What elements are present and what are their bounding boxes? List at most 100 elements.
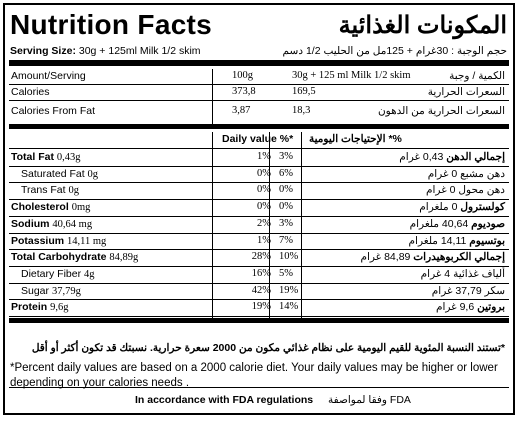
nutrition-label: Nutrition Facts المكونات الغذائية Servin… bbox=[3, 3, 515, 415]
nutrient-amount-english: 4g bbox=[84, 268, 95, 280]
nutrient-row: Sodium 40,64 mg 2% 3% صوديوم 40,64 ملغرام bbox=[9, 217, 509, 231]
nutrient-row: Saturated Fat 0g 0% 6% دهن مشبع 0 غرام bbox=[9, 167, 509, 181]
nutrient-name-arabic: إجمالي الدهن 0,43 غرام bbox=[399, 151, 505, 163]
daily-value-label-english: Daily value %* bbox=[222, 133, 294, 145]
daily-value-serving: 14% bbox=[279, 301, 299, 313]
amount-label-english: Amount/Serving bbox=[11, 70, 86, 82]
nutrient-amount-english: 37,79g bbox=[51, 285, 81, 297]
calories-fat-row: Calories From Fat 3,87 18,3 السعرات الحر… bbox=[9, 102, 509, 120]
calories-fat-serving: 18,3 bbox=[292, 105, 311, 116]
rule bbox=[9, 84, 509, 85]
nutrient-name-arabic: دهن مشبع 0 غرام bbox=[428, 168, 505, 180]
nutrient-row: Protein 9,6g 19% 14% بروتين 9,6 غرام bbox=[9, 300, 509, 314]
daily-value-100g: 0% bbox=[257, 184, 271, 196]
nutrient-label-arabic: دهن محول bbox=[458, 184, 505, 197]
nutrient-amount-arabic: 4 غرام bbox=[420, 267, 451, 280]
column-divider bbox=[269, 132, 270, 318]
nutrient-amount-english: 14,11 mg bbox=[67, 235, 107, 247]
nutrient-label-english: Trans Fat bbox=[21, 184, 66, 197]
nutrient-label-arabic: ألياف غذائية bbox=[453, 267, 505, 280]
rule bbox=[9, 165, 509, 167]
column-divider bbox=[212, 132, 213, 318]
nutrient-name-english: Sodium 40,64 mg bbox=[11, 218, 92, 230]
thick-rule-bottom bbox=[9, 318, 509, 323]
nutrient-label-arabic: إجمالي الدهن bbox=[446, 151, 505, 163]
nutrient-row: Total Carbohydrate 84,89g 28% 10% إجمالي ال… bbox=[9, 250, 509, 264]
nutrient-row: Potassium 14,11 mg 1% 7% بوتسيوم 14,11 ملغر… bbox=[9, 234, 509, 248]
daily-value-serving: 0% bbox=[279, 184, 293, 196]
daily-value-serving: 7% bbox=[279, 234, 293, 246]
daily-value-100g: 0% bbox=[257, 167, 271, 179]
amount-label-arabic: الكمية / وجبة bbox=[449, 70, 505, 82]
nutrient-row: Dietary Fiber 4g 16% 5% ألياف غذائية 4 غرام bbox=[9, 267, 509, 281]
fda-note-english: In accordance with FDA regulations bbox=[135, 394, 314, 406]
nutrient-name-english: Cholesterol 0mg bbox=[11, 201, 90, 213]
rule bbox=[9, 316, 509, 317]
nutrient-label-arabic: سكر bbox=[484, 284, 505, 297]
nutrient-name-english: Saturated Fat 0g bbox=[21, 168, 98, 180]
nutrient-amount-english: 0mg bbox=[71, 202, 91, 214]
nutrient-label-english: Total Carbohydrate bbox=[11, 251, 107, 264]
nutrient-row: Sugar 37,79g 42% 19% سكر 37,79 غرام bbox=[9, 284, 509, 298]
nutrient-amount-english: 0g bbox=[68, 185, 79, 197]
daily-value-100g: 1% bbox=[257, 234, 271, 246]
column-divider bbox=[301, 132, 302, 318]
nutrient-amount-arabic: 0 غرام bbox=[426, 184, 456, 197]
calories-row: Calories 373,8 169,5 السعرات الحرارية bbox=[9, 85, 509, 99]
nutrient-label-arabic: دهن مشبع bbox=[460, 167, 505, 180]
nutrient-amount-arabic: 84,89 غرام bbox=[360, 251, 411, 264]
column-serving-header: 30g + 125 ml Milk 1/2 skim bbox=[292, 70, 411, 81]
daily-value-100g: 42% bbox=[251, 284, 271, 296]
nutrient-name-english: Total Fat 0,43g bbox=[11, 151, 81, 163]
nutrient-label-arabic: بوتسيوم bbox=[469, 234, 505, 247]
footnote-english: *Percent daily values are based on a 200… bbox=[10, 362, 498, 389]
nutrient-name-english: Trans Fat 0g bbox=[21, 184, 79, 196]
nutrient-label-arabic: صوديوم bbox=[471, 217, 505, 230]
rule bbox=[9, 265, 509, 267]
rule bbox=[9, 148, 509, 149]
nutrient-name-english: Protein 9,6g bbox=[11, 301, 68, 313]
nutrient-amount-arabic: 0 غرام bbox=[427, 167, 458, 180]
nutrient-amount-english: 0,43g bbox=[56, 152, 81, 163]
calories-100g: 373,8 bbox=[232, 86, 256, 97]
calories-fat-label-english: Calories From Fat bbox=[11, 105, 96, 117]
nutrient-label-english: Saturated Fat bbox=[21, 167, 85, 180]
nutrient-name-english: Potassium 14,11 mg bbox=[11, 235, 106, 247]
serving-size-english: Serving Size: 30g + 125ml Milk 1/2 skim bbox=[10, 45, 201, 57]
nutrient-label-english: Potassium bbox=[11, 234, 65, 247]
nutrient-amount-arabic: 9,6 غرام bbox=[435, 301, 475, 314]
nutrient-name-arabic: سكر 37,79 غرام bbox=[432, 285, 505, 297]
nutrient-amount-english: 40,64 mg bbox=[52, 218, 93, 230]
nutrient-name-arabic: ألياف غذائية 4 غرام bbox=[421, 268, 505, 280]
nutrient-row: Cholesterol 0mg 0% 0% كولسترول 0 ملغرام bbox=[9, 200, 509, 214]
footnote-arabic: *تستند النسبة المئوية للقيم اليومية على … bbox=[31, 342, 505, 354]
nutrient-name-arabic: صوديوم 40,64 ملغرام bbox=[410, 218, 505, 230]
serving-size-label: Serving Size: bbox=[10, 45, 76, 57]
nutrient-name-arabic: دهن محول 0 غرام bbox=[426, 184, 505, 196]
nutrient-row: Trans Fat 0g 0% 0% دهن محول 0 غرام bbox=[9, 183, 509, 197]
nutrient-amount-english: 9,6g bbox=[50, 302, 69, 314]
title-arabic: المكونات الغذائية bbox=[338, 12, 507, 39]
nutrient-name-english: Total Carbohydrate 84,89g bbox=[11, 251, 138, 263]
rule bbox=[9, 387, 509, 388]
rule bbox=[9, 182, 509, 184]
thick-rule-top bbox=[9, 60, 509, 66]
calories-serving: 169,5 bbox=[292, 86, 316, 97]
serving-size-arabic: حجم الوجبة : 30غرام + 125مل من الحليب 1/… bbox=[282, 45, 507, 57]
nutrient-label-arabic: كولسترول bbox=[460, 201, 505, 214]
nutrient-name-arabic: كولسترول 0 ملغرام bbox=[419, 201, 505, 213]
fda-note-arabic: وفقا لمواصفة FDA bbox=[328, 394, 411, 406]
rule bbox=[9, 299, 509, 301]
rule bbox=[9, 282, 509, 284]
rule bbox=[9, 249, 509, 251]
amount-header-row: Amount/Serving 100g 30g + 125 ml Milk 1/… bbox=[9, 69, 509, 83]
nutrient-label-english: Sugar bbox=[21, 284, 50, 297]
nutrient-label-english: Protein bbox=[11, 301, 48, 314]
column-100g-header: 100g bbox=[232, 70, 253, 81]
nutrient-name-arabic: بوتسيوم 14,11 ملغرام bbox=[409, 235, 505, 247]
nutrient-name-english: Dietary Fiber 4g bbox=[21, 268, 95, 280]
rule bbox=[9, 232, 509, 234]
daily-value-serving: 19% bbox=[279, 284, 299, 296]
nutrient-name-arabic: بروتين 9,6 غرام bbox=[436, 301, 505, 313]
daily-value-serving: 0% bbox=[279, 201, 293, 213]
